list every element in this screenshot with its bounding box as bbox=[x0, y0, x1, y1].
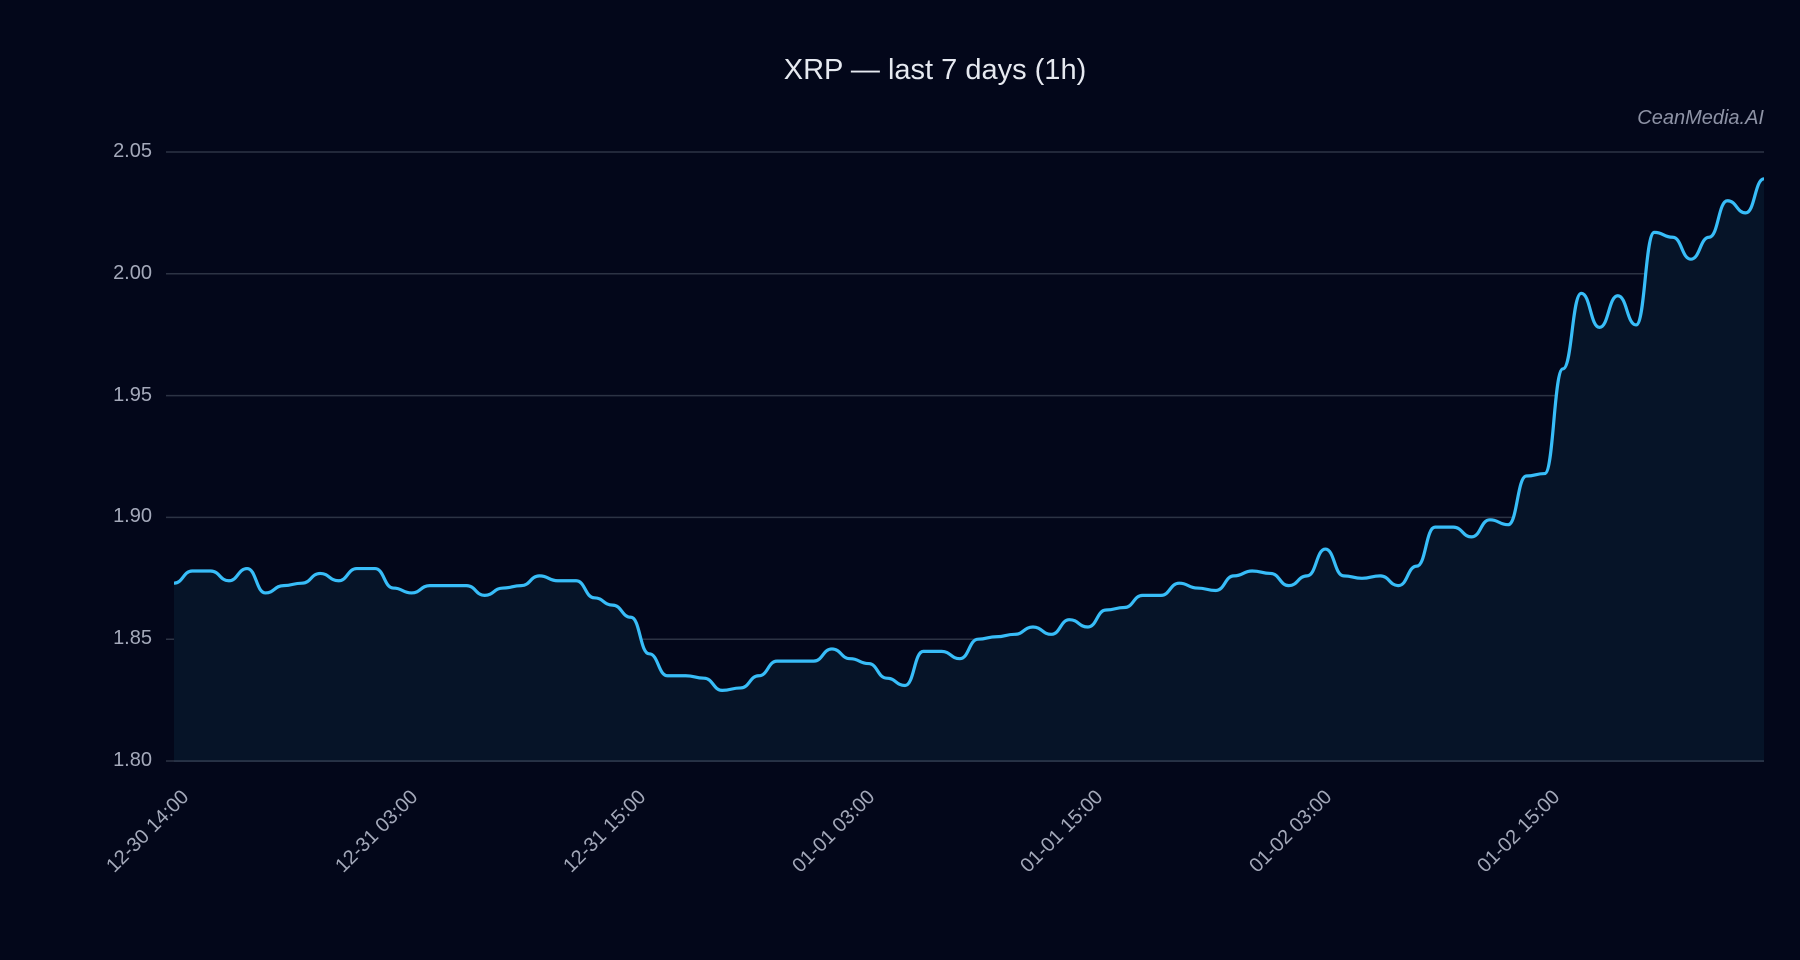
area-fill bbox=[174, 178, 1764, 761]
y-tick-label: 2.00 bbox=[113, 261, 152, 284]
y-tick-label: 1.90 bbox=[113, 505, 152, 528]
y-tick-label: 2.05 bbox=[113, 140, 152, 162]
price-line bbox=[173, 177, 1765, 692]
chart-title: XRP — last 7 days (1h) bbox=[783, 54, 1087, 86]
y-tick-label: 1.85 bbox=[113, 627, 152, 650]
y-tick-label: 1.95 bbox=[113, 383, 152, 406]
watermark: CeanMedia.AI bbox=[1637, 107, 1764, 129]
y-tick-label: 1.80 bbox=[113, 749, 152, 771]
